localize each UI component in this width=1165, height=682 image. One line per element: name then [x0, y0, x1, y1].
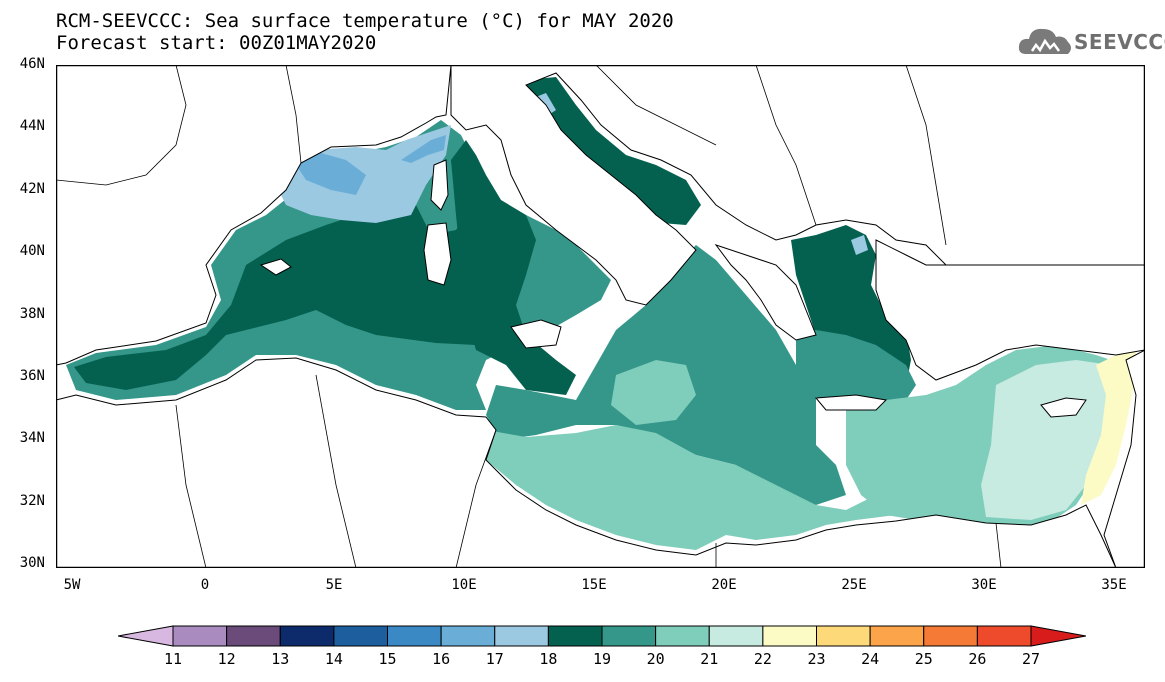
- sea-aegean-south: [796, 330, 916, 405]
- land-greece: [714, 244, 817, 341]
- lon-label-25E: 25E: [841, 577, 867, 593]
- lat-label-30N: 30N: [19, 555, 45, 571]
- lon-label-20E: 20E: [711, 577, 737, 593]
- land-north-africa: [56, 357, 1117, 568]
- colorbar-swatch: [333, 625, 388, 647]
- colorbar-label: 17: [485, 650, 504, 668]
- colorbar-label: 18: [539, 650, 558, 668]
- land-crete: [814, 394, 888, 411]
- colorbar-label: 14: [324, 650, 343, 668]
- lat-label-44N: 44N: [19, 118, 45, 134]
- colorbar-swatch: [494, 625, 549, 647]
- colorbar-label: 22: [753, 650, 772, 668]
- sst-map: [56, 65, 1145, 568]
- lat-label-32N: 32N: [19, 493, 45, 509]
- colorbar-label: 27: [1021, 650, 1041, 668]
- lon-label-5E: 5E: [325, 577, 343, 593]
- colorbar-label: 21: [700, 650, 719, 668]
- lat-label-34N: 34N: [19, 430, 45, 446]
- title-block: RCM-SEEVCCC: Sea surface temperature (°C…: [56, 10, 674, 54]
- colorbar-swatch: [976, 625, 1032, 647]
- colorbar-swatch: [279, 625, 335, 647]
- colorbar-max-triangle: [1030, 625, 1086, 647]
- colorbar-swatch: [655, 625, 710, 647]
- land-anatolia: [875, 239, 1145, 381]
- lat-label-40N: 40N: [19, 243, 45, 259]
- sea-central-21: [486, 425, 1001, 550]
- colorbar-swatch: [172, 625, 228, 647]
- sea-west-core: [74, 165, 536, 390]
- land-corsica: [430, 159, 449, 211]
- sea-levantine-23: [1081, 350, 1136, 505]
- country-borders: [56, 65, 1002, 568]
- land-levant: [1103, 349, 1145, 568]
- lat-label-36N: 36N: [19, 368, 45, 384]
- colorbar-swatch: [387, 625, 442, 647]
- colorbar-label: 19: [592, 650, 612, 668]
- land-cyprus: [1040, 397, 1087, 418]
- sea-aegean-north-18: [851, 235, 868, 255]
- colorbar-label: 20: [646, 650, 665, 668]
- colorbar-label: 13: [271, 650, 290, 668]
- colorbar-label: 12: [217, 650, 236, 668]
- sea-tyrrhenian: [451, 140, 576, 395]
- colorbar-swatch: [816, 625, 871, 647]
- logo-text: SEEVCCC: [1074, 30, 1165, 54]
- colorbar-label: 16: [432, 650, 451, 668]
- colorbar-label: 26: [968, 650, 987, 668]
- colorbar-label: 15: [378, 650, 397, 668]
- seevccc-logo: SEEVCCC: [1018, 24, 1165, 58]
- sea-adriatic: [526, 77, 701, 225]
- colorbar-min-triangle: [118, 625, 174, 647]
- colorbar: [118, 625, 1086, 647]
- sea-gulf-of-lion-17: [291, 153, 366, 195]
- lat-label-46N: 46N: [19, 56, 45, 72]
- colorbar-swatch: [869, 625, 925, 647]
- land-masses: [56, 65, 1145, 568]
- land-sicily: [510, 319, 562, 349]
- title-line-1: RCM-SEEVCCC: Sea surface temperature (°C…: [56, 10, 674, 32]
- colorbar-swatch: [601, 625, 657, 647]
- colorbar-label: 24: [861, 650, 880, 668]
- lon-label-0: 0: [200, 577, 210, 593]
- lon-label-30E: 30E: [971, 577, 997, 593]
- cloud-icon: [1018, 28, 1071, 54]
- lon-label-35E: 35E: [1101, 577, 1127, 593]
- lon-label-10E: 10E: [451, 577, 477, 593]
- land-italy-balkans: [450, 65, 1145, 306]
- sea-central-21-b: [611, 360, 696, 425]
- colorbar-label: 23: [807, 650, 826, 668]
- land-iberia: [56, 65, 452, 366]
- colorbar-swatch: [440, 625, 496, 647]
- colorbar-swatch: [547, 625, 603, 647]
- sea-ligurian-17: [401, 135, 446, 163]
- land-balearic: [259, 258, 292, 276]
- lon-label-5W: 5W: [63, 577, 81, 593]
- colorbar-swatch: [226, 625, 281, 647]
- lat-label-42N: 42N: [19, 181, 45, 197]
- land-sardinia: [423, 222, 452, 286]
- colorbar-swatch: [923, 625, 978, 647]
- colorbar-swatch: [708, 625, 764, 647]
- title-line-2: Forecast start: 00Z01MAY2020: [56, 32, 377, 54]
- colorbar-label: 11: [163, 650, 183, 668]
- colorbar-label: 25: [914, 650, 933, 668]
- colorbar-swatch: [762, 625, 817, 647]
- lon-label-15E: 15E: [581, 577, 607, 593]
- lat-label-38N: 38N: [19, 306, 45, 322]
